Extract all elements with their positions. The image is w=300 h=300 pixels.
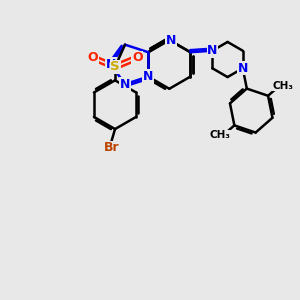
Text: N: N <box>120 78 130 91</box>
Text: O: O <box>132 52 142 64</box>
Text: N: N <box>207 44 218 57</box>
Text: Br: Br <box>104 141 119 154</box>
Text: N: N <box>143 70 153 83</box>
Text: N: N <box>143 70 153 83</box>
Text: CH₃: CH₃ <box>272 81 293 91</box>
Text: S: S <box>110 60 120 74</box>
Text: N: N <box>238 62 248 75</box>
Text: N: N <box>106 58 116 71</box>
Text: N: N <box>166 34 176 46</box>
Text: CH₃: CH₃ <box>209 130 230 140</box>
Text: O: O <box>87 52 98 64</box>
